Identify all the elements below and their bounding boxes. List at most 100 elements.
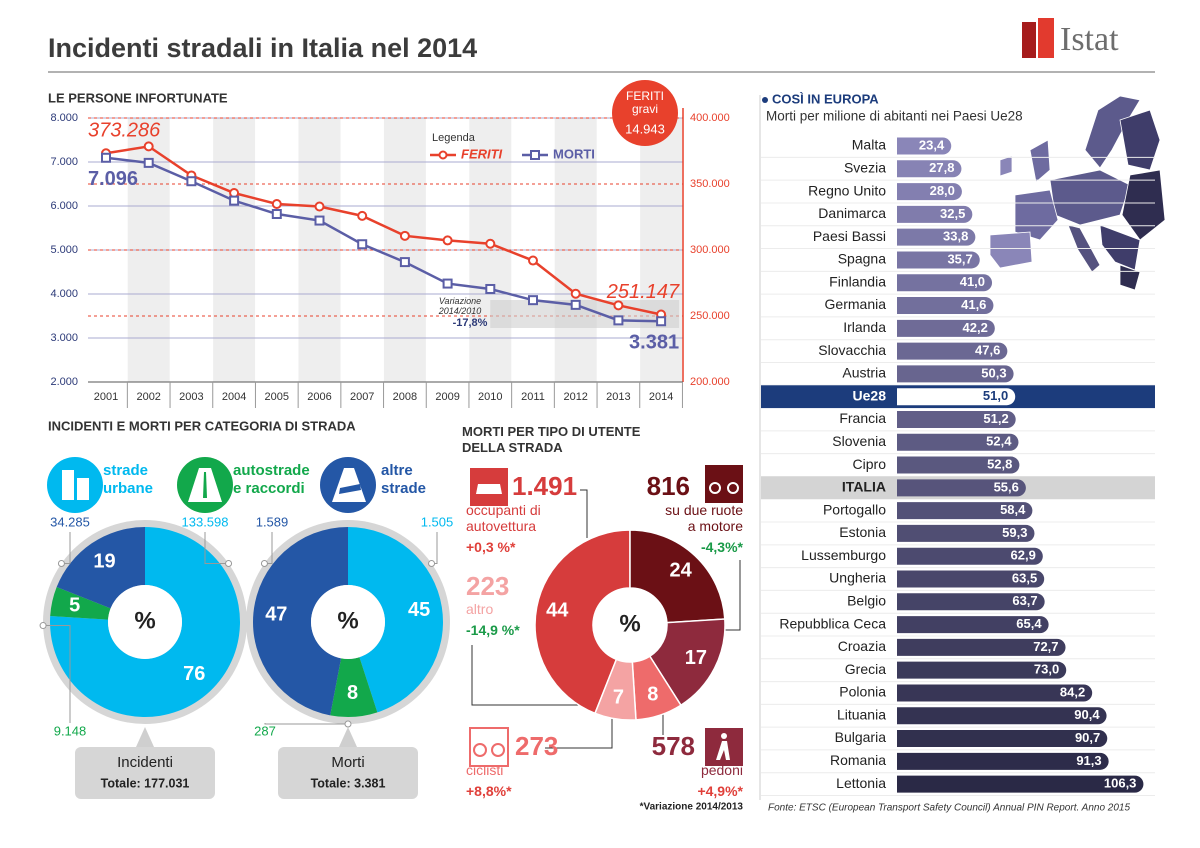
category-label: Romania [830,752,886,768]
icon-head [721,733,727,739]
line [105,156,662,323]
category-label: Svezia [844,159,886,175]
category-label: Paesi Bassi [813,228,886,244]
category-group: altro -14,9 %* [466,601,520,638]
category-label: pedoni [700,762,743,778]
bar [897,684,1093,702]
category-group: occupanti di autovettura +0,3 %* [466,502,541,555]
x-tick-label: 2010 [478,391,502,403]
value-label: 251.147 [606,281,680,303]
legend-marker [530,150,540,160]
count-label: 816 [647,471,690,501]
count-label: 578 [652,731,695,761]
leader-line [204,532,229,564]
bar [897,365,1014,383]
value-label: 35,7 [947,251,972,266]
category-label: Austria [842,365,886,381]
total-box [75,747,215,799]
map-shape [999,155,1013,177]
category-label: Malta [852,137,886,153]
value-label: 28,0 [930,183,955,198]
line [105,145,662,316]
map-shape [1119,109,1161,171]
legend-label: autostrade e raccordi [233,462,310,497]
point [101,152,111,163]
value-label: 52,8 [987,456,1012,471]
slice-label: 8 [647,684,658,706]
category-label: Slovenia [832,433,886,449]
icon-building [77,478,89,500]
subtitle: Morti per milione di abitanti nei Paesi … [766,109,1023,124]
y-tick-label: 2.000 [50,376,78,388]
legend-label: strade urbane [103,462,154,497]
category-label: Ue28 [853,387,887,403]
logo-text: Istat [1060,21,1119,58]
category-label: su due ruote a motore [665,502,743,534]
value-label: 373.286 [88,120,161,142]
bar [897,638,1066,656]
x-tick-label: 2003 [179,391,203,403]
bar [897,730,1108,748]
logo-mark [1038,18,1054,58]
count-label: 1.505 [421,514,454,529]
bar [897,524,1035,542]
bar [897,570,1045,588]
category-label: Portogallo [823,501,886,517]
slice-label: 7 [613,686,624,708]
center-label: % [337,607,358,634]
point [613,300,624,311]
bar [897,274,993,292]
category-label: Francia [839,410,886,426]
icon-building [62,470,74,500]
legend-label: MORTI [553,146,595,161]
slice [50,587,111,620]
bar [897,137,952,155]
point [485,283,496,294]
point [399,230,410,241]
point [656,316,667,327]
leader-line [722,560,741,631]
page-title: Incidenti stradali in Italia nel 2014 [48,33,477,63]
category-label: Regno Unito [808,182,886,198]
total-box [278,747,418,799]
bar [897,228,976,246]
point [442,278,453,289]
count-label: 9.148 [54,723,87,738]
y2-tick-label: 350.000 [690,178,730,190]
value-label: 27,8 [929,160,954,175]
value-label: 32,5 [940,206,965,221]
point [186,176,197,187]
icon-urban [47,457,103,513]
note-value: -17,8% [453,317,488,329]
bar [897,433,1019,451]
point [528,295,538,306]
category-label: altro [466,601,494,617]
value-label: 51,0 [983,388,1008,403]
section-title: MORTI PER TIPO DI UTENTE DELLA STRADA [462,424,641,455]
leader-dot [344,720,352,728]
point [271,198,282,209]
value-label: 90,7 [1075,730,1100,745]
value-label: 41,0 [960,274,985,289]
point [570,288,581,299]
point [271,209,282,220]
bullet [762,97,768,103]
bar [897,160,962,178]
category-label: Bulgaria [835,729,887,745]
category-group: ciclisti +8,8%* [466,762,512,799]
category-label: occupanti di autovettura [466,502,541,534]
map-shape [989,231,1033,269]
series-total: Totale: 177.031 [101,776,190,790]
slice-label: 44 [546,599,569,621]
badge [612,80,678,146]
category-label: Germania [825,296,887,312]
count-label: 1.589 [256,514,289,529]
change-label: -4,3%* [700,539,743,555]
icon-bike [469,727,509,767]
slice-label: 8 [347,682,358,704]
slice-label: 5 [69,595,80,617]
bar [897,388,1016,406]
value-label: 51,2 [983,411,1008,426]
category-label: Ungheria [829,570,886,586]
point [143,141,154,152]
